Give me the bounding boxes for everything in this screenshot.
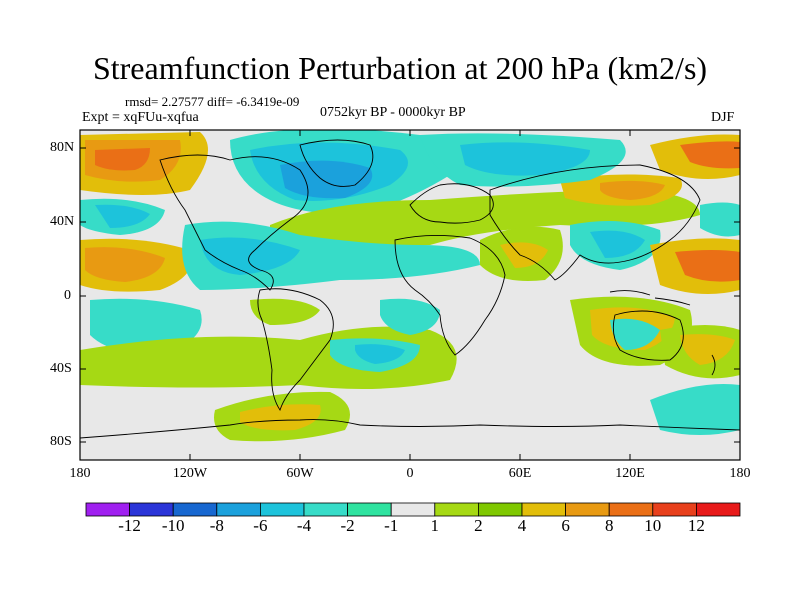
lon-label-120w: 120W — [172, 466, 208, 481]
coastlines — [80, 139, 740, 439]
colorbar-label: -8 — [209, 516, 224, 535]
colorbar — [85, 502, 741, 517]
colorbar-swatch — [521, 502, 566, 517]
coastline-australia — [612, 310, 684, 361]
contour-camerica-neg-inner — [200, 237, 300, 275]
contour-eurasia-pos — [270, 190, 700, 247]
contour-australia-neg — [610, 318, 660, 350]
contour-right-edge-neg — [700, 202, 740, 237]
colorbar-swatch — [696, 502, 741, 517]
colorbar-swatch — [259, 502, 305, 517]
colorbar-label: -1 — [384, 516, 399, 535]
colorbar-label: -4 — [296, 516, 312, 535]
coastline-antarctica — [80, 419, 740, 439]
lat-label-80n: 80N — [50, 140, 75, 155]
colorbar-swatch — [303, 502, 348, 517]
lon-label-0: 0 — [406, 466, 414, 481]
colorbar-swatch — [608, 502, 654, 517]
contour-camerica-neg — [182, 221, 480, 290]
colorbar-label: 8 — [604, 516, 614, 535]
colorbar-swatch — [129, 502, 174, 517]
coastline-indonesia — [609, 290, 691, 306]
lon-label-180-right: 180 — [729, 466, 751, 481]
contour-satl-pos-core — [355, 344, 405, 364]
contour-antarctic-pos-inner — [240, 404, 321, 431]
contour-satl-neg — [380, 298, 440, 335]
lat-label-40n: 40N — [50, 214, 75, 229]
contour-tpac-pos — [250, 298, 320, 325]
contour-ne-pac-20n-pos-inner — [675, 250, 740, 282]
colorbar-label: -10 — [161, 516, 185, 535]
coastline-south-america — [257, 288, 334, 412]
lon-label-60e: 60E — [508, 466, 532, 481]
colorbar-label: -2 — [340, 516, 355, 535]
period-label: 0752kyr BP - 0000kyr BP — [320, 105, 466, 120]
contour-nz-pos-inner — [680, 334, 735, 365]
chart-title: Streamfunction Perturbation at 200 hPa (… — [92, 50, 708, 86]
contour-arctic-neg-inner — [460, 142, 590, 176]
colorbar-label: 2 — [474, 516, 483, 535]
contour-antarctic-neg-right — [650, 384, 740, 435]
lat-label-40s: 40S — [50, 361, 72, 376]
coastline-north-america — [159, 154, 309, 291]
colorbar-label: 1 — [430, 516, 440, 535]
contour-ne-corner-pos-inner — [680, 141, 740, 169]
colorbar-swatch — [85, 502, 130, 517]
lat-ticks — [80, 147, 740, 443]
colorbar-swatch — [390, 502, 436, 517]
colorbar-label: 4 — [517, 516, 527, 535]
contour-eurasia-pos-core — [600, 180, 665, 200]
colorbar-swatch — [652, 502, 697, 517]
colorbar-label: -6 — [253, 516, 268, 535]
colorbar-swatch — [347, 502, 392, 517]
contour-arabia-pos-inner — [500, 242, 548, 268]
lon-label-180-left: 180 — [69, 466, 91, 481]
lat-label-80s: 80S — [50, 434, 72, 449]
colorbar-swatch — [172, 502, 218, 517]
lon-label-60w: 60W — [286, 466, 314, 481]
coastline-europe — [409, 183, 494, 224]
colorbar-label: -12 — [118, 516, 141, 535]
lon-label-120e: 120E — [615, 466, 645, 481]
contour-wpac-neg-inner — [95, 204, 150, 228]
coastline-asia — [489, 164, 701, 281]
colorbar-swatch — [565, 502, 610, 517]
colorbar-label: 6 — [561, 516, 570, 535]
colorbar-label: 10 — [644, 516, 662, 535]
season-label: DJF — [711, 110, 735, 125]
coastline-africa — [394, 234, 506, 356]
contour-natl-neg-inner — [280, 160, 373, 199]
contour-easia-neg-inner — [590, 230, 645, 258]
contour-npacific-pos-core — [95, 148, 150, 171]
colorbar-label: 12 — [687, 516, 705, 535]
colorbar-swatch — [216, 502, 261, 517]
experiment-label: Expt = xqFUu-xqfua — [82, 110, 199, 125]
colorbar-swatch — [434, 502, 479, 517]
lat-label-0: 0 — [64, 288, 71, 303]
coastline-new-zealand — [711, 354, 716, 376]
contour-pac-20n-pos-inner — [85, 247, 165, 282]
coastline-greenland — [299, 139, 374, 187]
colorbar-swatch — [477, 502, 523, 517]
stats-text: rmsd= 2.27577 diff= -6.3419e-09 — [125, 94, 300, 109]
lon-ticks — [79, 130, 631, 460]
